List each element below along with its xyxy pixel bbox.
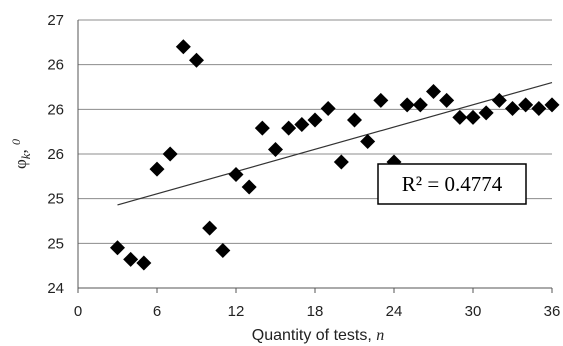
data-point (373, 93, 388, 108)
y-tick-label: 24 (47, 280, 64, 297)
data-point (479, 105, 494, 120)
data-point (452, 110, 467, 125)
y-tick-label: 27 (47, 12, 64, 29)
data-point (136, 255, 151, 270)
x-tick-label: 36 (544, 303, 561, 320)
data-point (518, 97, 533, 112)
data-point (215, 243, 230, 258)
data-point (413, 97, 428, 112)
y-tick-label: 26 (47, 57, 64, 74)
data-point (545, 97, 560, 112)
data-point (229, 167, 244, 182)
data-point (308, 113, 323, 128)
data-point (123, 252, 138, 267)
data-point (466, 110, 481, 125)
y-axis-label: φk, 0 (9, 139, 33, 169)
y-tick-label: 26 (47, 101, 64, 118)
data-point (202, 221, 217, 236)
data-point (505, 101, 520, 116)
y-tick-label: 26 (47, 146, 64, 163)
x-tick-label: 12 (228, 303, 245, 320)
data-point (400, 97, 415, 112)
data-point (176, 39, 191, 54)
x-tick-label: 6 (153, 303, 161, 320)
data-point (163, 147, 178, 162)
x-tick-label: 0 (74, 303, 82, 320)
data-point (150, 162, 165, 177)
data-point (321, 101, 336, 116)
y-tick-label: 25 (47, 235, 64, 252)
y-tick-labels: 24 25 25 26 26 26 27 (47, 12, 64, 297)
x-tick-label: 24 (386, 303, 403, 320)
data-points (110, 39, 560, 270)
data-point (268, 142, 283, 157)
data-point (439, 93, 454, 108)
data-point (294, 117, 309, 132)
data-point (347, 113, 362, 128)
y-tick-label: 25 (47, 191, 64, 208)
x-tick-labels: 0 6 12 18 24 30 36 (74, 288, 561, 320)
data-point (110, 240, 125, 255)
gridlines (78, 20, 552, 243)
data-point (255, 121, 270, 136)
x-tick-label: 30 (465, 303, 482, 320)
x-axis-label: Quantity of tests, n (252, 327, 385, 344)
data-point (281, 121, 296, 136)
data-point (334, 155, 349, 170)
r-squared-text: R² = 0.4774 (402, 172, 503, 196)
data-point (426, 84, 441, 99)
data-point (242, 180, 257, 195)
x-tick-label: 18 (307, 303, 324, 320)
data-point (531, 101, 546, 116)
data-point (492, 93, 507, 108)
r-squared-annotation: R² = 0.4774 (378, 164, 526, 204)
data-point (189, 53, 204, 68)
